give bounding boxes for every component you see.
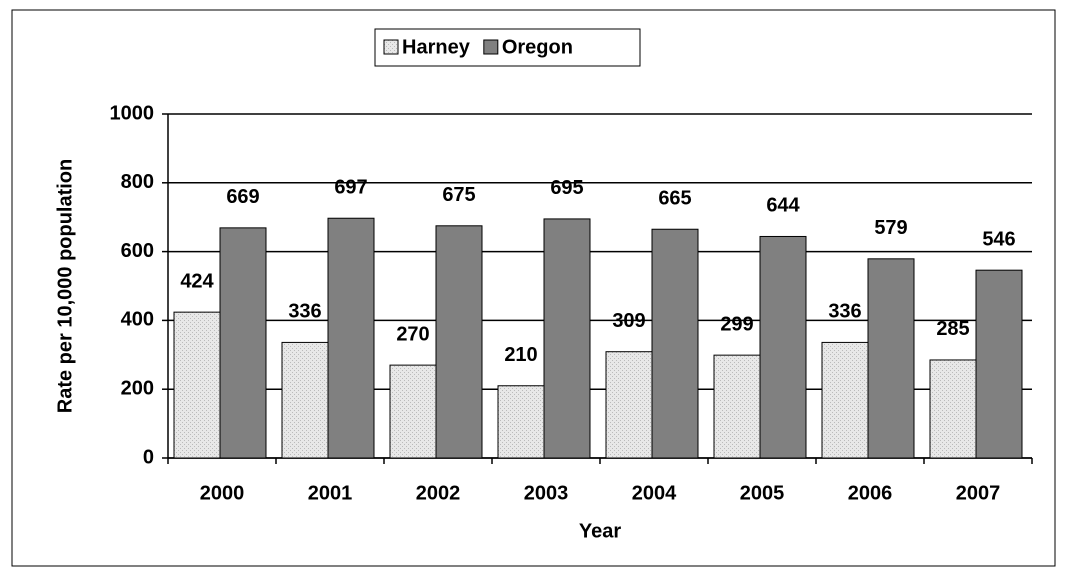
x-tick-label: 2003 (524, 482, 569, 504)
bar (497, 385, 545, 459)
y-tick-label: 800 (121, 171, 154, 193)
bar (173, 311, 221, 459)
data-label: 336 (828, 301, 861, 323)
data-label: 579 (874, 217, 907, 239)
data-label: 270 (396, 323, 429, 345)
y-tick-label: 0 (143, 446, 154, 468)
data-label: 695 (550, 177, 583, 199)
data-label: 299 (720, 313, 753, 335)
x-tick-label: 2004 (632, 482, 677, 504)
legend-swatch (383, 39, 399, 55)
legend-swatch (483, 39, 499, 55)
data-label: 424 (180, 270, 214, 292)
bar (821, 341, 869, 459)
bar (281, 341, 329, 459)
bar (929, 359, 977, 459)
data-label: 697 (334, 177, 367, 199)
data-label: 336 (288, 301, 321, 323)
y-tick-label: 400 (121, 309, 154, 331)
legend-label: Harney (402, 36, 471, 58)
bar (713, 354, 761, 459)
data-label: 309 (612, 310, 645, 332)
legend-box (374, 28, 641, 67)
data-label: 665 (658, 188, 691, 210)
bar (651, 228, 699, 459)
x-tick-label: 2006 (848, 482, 893, 504)
bar (975, 269, 1023, 459)
bar (867, 258, 915, 459)
x-axis-title: Year (579, 520, 621, 542)
data-label: 285 (936, 318, 969, 340)
x-tick-label: 2002 (416, 482, 461, 504)
bar (327, 217, 375, 459)
data-label: 669 (226, 186, 259, 208)
y-tick-label: 200 (121, 377, 154, 399)
bar (389, 364, 437, 459)
y-tick-label: 1000 (110, 102, 155, 124)
bar (219, 227, 267, 459)
bar (759, 235, 807, 459)
x-tick-label: 2005 (740, 482, 785, 504)
data-label: 210 (504, 344, 537, 366)
y-axis-title: Rate per 10,000 population (54, 159, 76, 414)
bar (543, 218, 591, 459)
x-tick-label: 2001 (308, 482, 353, 504)
x-tick-label: 2000 (200, 482, 245, 504)
data-label: 675 (442, 184, 475, 206)
x-tick-label: 2007 (956, 482, 1001, 504)
data-label: 546 (982, 228, 1015, 250)
data-label: 644 (766, 195, 800, 217)
bar (435, 225, 483, 459)
y-tick-label: 600 (121, 240, 154, 262)
legend-label: Oregon (502, 36, 573, 58)
bar (605, 351, 653, 459)
